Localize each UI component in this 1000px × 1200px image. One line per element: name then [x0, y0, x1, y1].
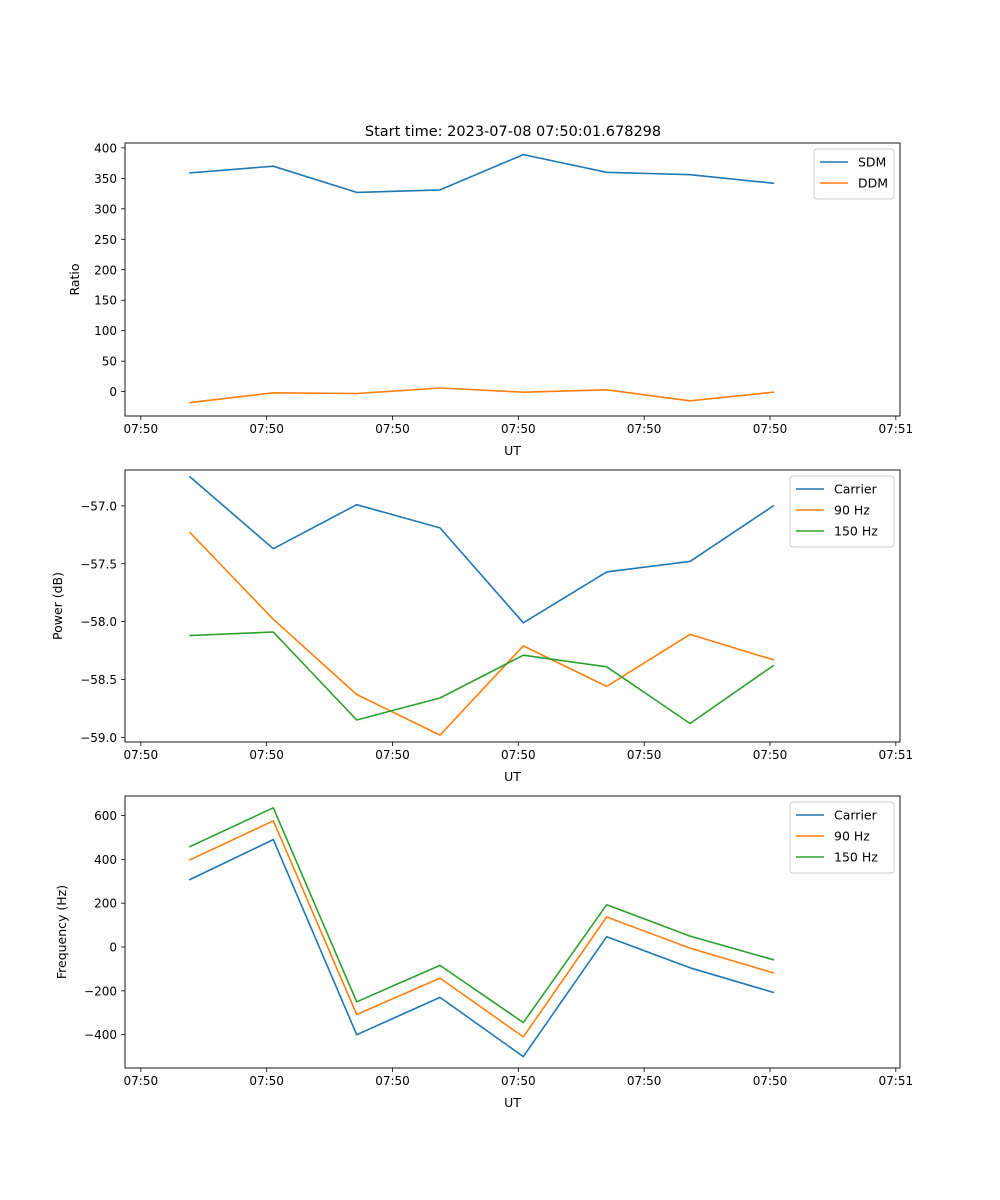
y-tick-label: −59.0	[80, 731, 117, 745]
series-line-carrier	[188, 838, 775, 1058]
series-line-150-hz	[189, 631, 775, 725]
legend-label: 150 Hz	[834, 850, 878, 865]
y-tick-label: 100	[94, 324, 117, 338]
x-axis-label: UT	[504, 443, 521, 458]
y-tick-label: 200	[94, 897, 117, 911]
chart-panel-2: 07:50 07:50 07:50 07:50 07:50 07:50 07:51 −57.0…	[50, 469, 914, 784]
x-tick-label: 07:50	[627, 1074, 662, 1088]
x-tick-label: 07:50	[124, 748, 159, 762]
x-tick-label: 07:50	[249, 1074, 284, 1088]
series-line-90-hz	[188, 531, 775, 736]
chart-panel-3: 07:50 07:50 07:50 07:50 07:50 07:50 07:51 600 40…	[54, 795, 914, 1110]
charts-container: 07:50 07:50 07:50 07:50 07:50 07:50 07:51 0 50 10…	[50, 141, 913, 1110]
x-tick-label: 07:50	[753, 748, 788, 762]
legend-label: DDM	[858, 176, 888, 191]
y-tick-label: 50	[102, 355, 117, 369]
legend: Carrier 90 Hz 150 Hz	[789, 801, 895, 874]
y-tick-label: 0	[109, 385, 117, 399]
x-tick-label: 07:51	[879, 422, 914, 436]
x-tick-label: 07:50	[249, 422, 284, 436]
y-tick-label: 400	[94, 141, 117, 155]
legend-label: SDM	[858, 155, 886, 170]
x-tick-label: 07:50	[249, 748, 284, 762]
x-tick-label: 07:50	[375, 422, 410, 436]
x-tick-label: 07:50	[627, 422, 662, 436]
plot-area-frame	[124, 142, 901, 417]
y-tick-label: −58.5	[80, 673, 117, 687]
x-tick-label: 07:50	[375, 748, 410, 762]
x-tick-label: 07:50	[753, 1074, 788, 1088]
legend-label: 150 Hz	[834, 524, 878, 539]
x-tick-label: 07:50	[501, 1074, 536, 1088]
series-line-150-hz	[188, 806, 775, 1024]
y-tick-label: 150	[94, 294, 117, 308]
plot-area-frame	[124, 469, 901, 743]
y-tick-label: 200	[94, 263, 117, 277]
x-tick-label: 07:50	[753, 422, 788, 436]
y-tick-label: −400	[84, 1028, 117, 1042]
x-axis-label: UT	[504, 769, 521, 784]
y-tick-label: −57.5	[80, 557, 117, 571]
y-axis-label: Ratio	[67, 263, 82, 295]
x-axis-label: UT	[504, 1095, 521, 1110]
series-line-sdm	[189, 153, 775, 194]
x-tick-label: 07:50	[375, 1074, 410, 1088]
series-line-ddm	[189, 387, 775, 404]
legend-label: 90 Hz	[834, 503, 870, 518]
y-tick-label: −58.0	[80, 615, 117, 629]
y-tick-label: 300	[94, 202, 117, 216]
x-tick-label: 07:50	[124, 1074, 159, 1088]
x-tick-label: 07:50	[501, 748, 536, 762]
legend-label: 90 Hz	[834, 829, 870, 844]
legend-label: Carrier	[834, 808, 878, 823]
plot-area-frame	[124, 795, 901, 1069]
legend-box	[789, 801, 895, 874]
legend-box	[789, 475, 895, 548]
series-line-90-hz	[188, 819, 775, 1038]
figure-title: Start time: 2023-07-08 07:50:01.678298	[365, 124, 661, 140]
y-tick-label: 0	[109, 941, 117, 955]
x-tick-label: 07:50	[124, 422, 159, 436]
legend: Carrier 90 Hz 150 Hz	[789, 475, 895, 548]
y-tick-label: 250	[94, 233, 117, 247]
x-tick-label: 07:51	[879, 748, 914, 762]
y-tick-label: 600	[94, 809, 117, 823]
y-tick-label: −200	[84, 984, 117, 998]
chart-panel-1: 07:50 07:50 07:50 07:50 07:50 07:50 07:51 0 50 10…	[67, 141, 913, 458]
x-tick-label: 07:50	[627, 748, 662, 762]
y-axis-label: Frequency (Hz)	[54, 885, 69, 979]
x-tick-label: 07:51	[879, 1074, 914, 1088]
series-line-carrier	[188, 475, 775, 624]
y-tick-label: 350	[94, 172, 117, 186]
legend-label: Carrier	[834, 482, 878, 497]
y-tick-label: 400	[94, 853, 117, 867]
legend: SDM DDM	[813, 148, 895, 200]
y-axis-label: Power (dB)	[50, 572, 65, 640]
y-tick-label: −57.0	[80, 499, 117, 513]
x-tick-label: 07:50	[501, 422, 536, 436]
